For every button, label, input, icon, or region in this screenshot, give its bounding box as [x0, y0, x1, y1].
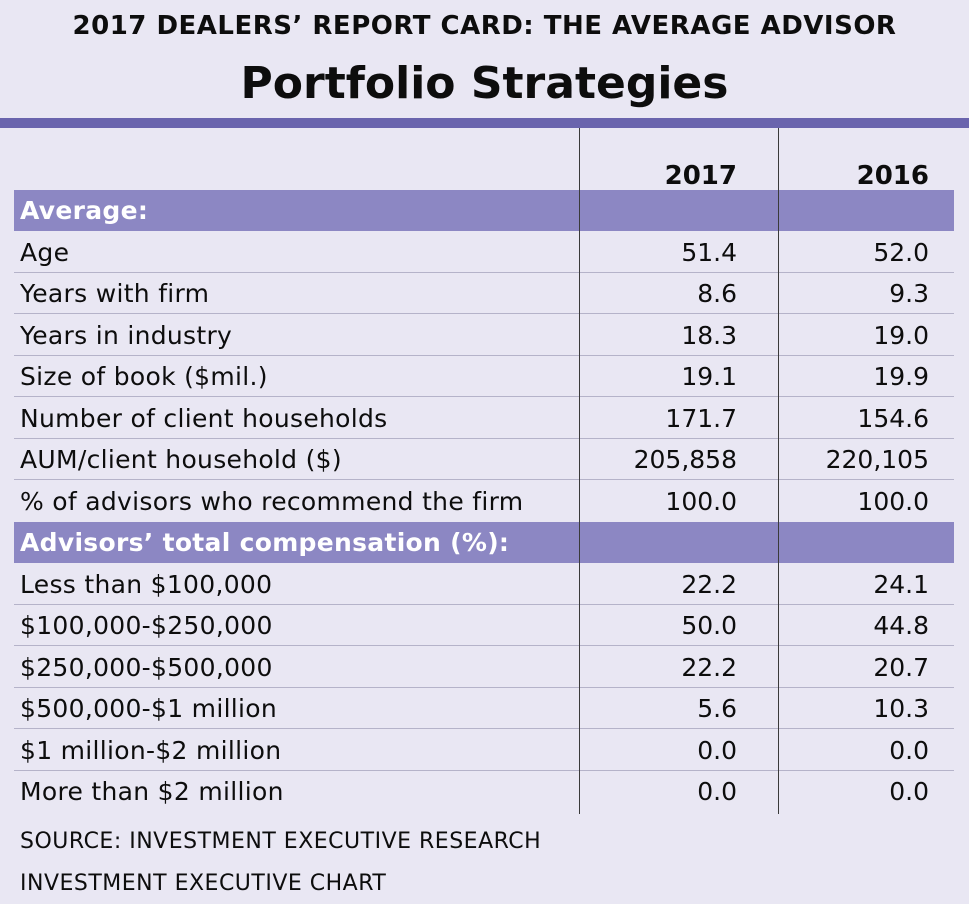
row-label: AUM/client household ($) [20, 445, 342, 474]
row-label: $500,000-$1 million [20, 694, 278, 723]
value-2016: 220,105 [825, 445, 929, 474]
row-label: Number of client households [20, 403, 388, 433]
table-row: Less than $100,000 22.2 24.1 [14, 564, 954, 605]
value-2016: 10.3 [873, 694, 929, 723]
value-2016: 100.0 [857, 486, 929, 516]
row-label: Age [20, 237, 70, 267]
table-row: AUM/client household ($) 205,858 220,105 [14, 439, 954, 480]
row-label: Less than $100,000 [20, 569, 273, 599]
row-label: % of advisors who recommend the firm [20, 486, 524, 516]
table-row: $1 million-$2 million 0.0 0.0 [14, 730, 954, 771]
column-divider-2016 [778, 128, 779, 814]
table-row: $250,000-$500,000 22.2 20.7 [14, 647, 954, 688]
value-2016: 19.9 [873, 362, 929, 391]
value-2016: 24.1 [873, 569, 929, 599]
section-header-row: Advisors’ total compensation (%): [14, 522, 954, 563]
row-label: $100,000-$250,000 [20, 611, 273, 640]
value-2016: 154.6 [857, 403, 929, 433]
table-row: Number of client households 171.7 154.6 [14, 398, 954, 439]
row-label: $1 million-$2 million [20, 735, 282, 765]
row-label: More than $2 million [20, 777, 284, 806]
value-2017: 22.2 [681, 569, 737, 599]
value-2016: 0.0 [889, 735, 929, 765]
value-2017: 51.4 [681, 237, 737, 267]
table-row: More than $2 million 0.0 0.0 [14, 771, 954, 812]
table-header-row: 2017 2016 [14, 148, 954, 191]
value-2017: 5.6 [697, 694, 737, 723]
value-2016: 19.0 [873, 320, 929, 350]
column-divider-2017 [579, 128, 580, 814]
value-2017: 22.2 [681, 652, 737, 682]
accent-rule [0, 118, 969, 128]
value-2017: 18.3 [681, 320, 737, 350]
table-row: $100,000-$250,000 50.0 44.8 [14, 605, 954, 646]
value-2017: 0.0 [697, 735, 737, 765]
table-row: Size of book ($mil.) 19.1 19.9 [14, 356, 954, 397]
column-header-2017: 2017 [664, 161, 737, 191]
value-2017: 100.0 [665, 486, 737, 516]
row-label: Years with firm [20, 279, 210, 308]
row-label: Years in industry [20, 320, 233, 350]
chart-title: Portfolio Strategies [240, 58, 729, 109]
value-2016: 52.0 [873, 237, 929, 267]
row-label: $250,000-$500,000 [20, 652, 273, 682]
column-header-2016: 2016 [856, 161, 929, 191]
table-row: Age 51.4 52.0 [14, 232, 954, 273]
source-note: SOURCE: INVESTMENT EXECUTIVE RESEARCH [20, 829, 542, 854]
value-2017: 205,858 [633, 445, 737, 474]
section-label: Advisors’ total compensation (%): [20, 528, 510, 557]
value-2016: 44.8 [873, 611, 929, 640]
section-header-row: Average: [14, 190, 954, 231]
section-label: Average: [20, 196, 149, 225]
value-2017: 8.6 [697, 279, 737, 308]
value-2017: 50.0 [681, 611, 737, 640]
chart-credit: INVESTMENT EXECUTIVE CHART [20, 871, 387, 896]
row-label: Size of book ($mil.) [20, 362, 268, 391]
table-row: % of advisors who recommend the firm 100.… [14, 481, 954, 522]
table-row: Years with firm 8.6 9.3 [14, 273, 954, 314]
value-2016: 20.7 [873, 652, 929, 682]
value-2016: 0.0 [889, 777, 929, 806]
table-row: $500,000-$1 million 5.6 10.3 [14, 688, 954, 729]
chart-supertitle: 2017 DEALERS’ REPORT CARD: THE AVERAGE A… [72, 11, 897, 41]
value-2017: 171.7 [665, 403, 737, 433]
table-row: Years in industry 18.3 19.0 [14, 315, 954, 356]
value-2016: 9.3 [889, 279, 929, 308]
value-2017: 0.0 [697, 777, 737, 806]
value-2017: 19.1 [681, 362, 737, 391]
